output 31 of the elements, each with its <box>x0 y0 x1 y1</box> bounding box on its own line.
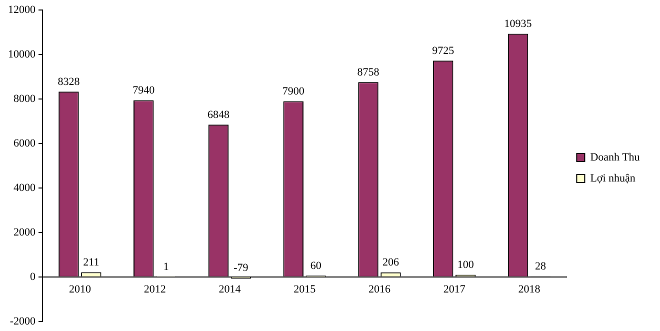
data-label: 100 <box>457 259 474 272</box>
data-label: 8758 <box>357 66 380 78</box>
y-tick-label: 8000 <box>14 92 36 105</box>
x-tick-label: 2016 <box>368 283 391 296</box>
data-label: 206 <box>382 256 400 269</box>
data-label: 6848 <box>207 108 230 121</box>
data-label: 8328 <box>58 76 80 88</box>
data-label: 1 <box>163 260 169 273</box>
x-tick-label: 2012 <box>144 283 166 296</box>
y-tick-label: 6000 <box>14 137 36 150</box>
data-label: 10935 <box>504 18 532 30</box>
data-label: 211 <box>83 256 100 269</box>
data-label: 7940 <box>132 84 156 97</box>
y-tick-label: 0 <box>30 270 36 283</box>
x-tick-label: 2015 <box>294 283 316 296</box>
data-label: 7900 <box>282 86 305 98</box>
y-tick-label: 4000 <box>14 182 36 194</box>
legend-label: Lợi nhuận <box>590 172 636 184</box>
x-tick-label: 2018 <box>518 283 541 296</box>
y-tick-label: 12000 <box>8 4 36 16</box>
data-label: 9725 <box>432 44 455 57</box>
y-tick-label: 2000 <box>14 226 36 238</box>
x-tick-label: 2017 <box>443 283 466 296</box>
y-tick-label: 10000 <box>8 48 36 60</box>
data-label: -79 <box>234 262 249 274</box>
data-label: 28 <box>534 260 546 273</box>
data-label: 60 <box>310 260 322 272</box>
x-tick-label: 2010 <box>68 283 92 296</box>
x-tick-label: 2014 <box>218 283 242 296</box>
legend-label: Doanh Thu <box>590 151 640 164</box>
y-tick-label: -2000 <box>10 315 36 328</box>
